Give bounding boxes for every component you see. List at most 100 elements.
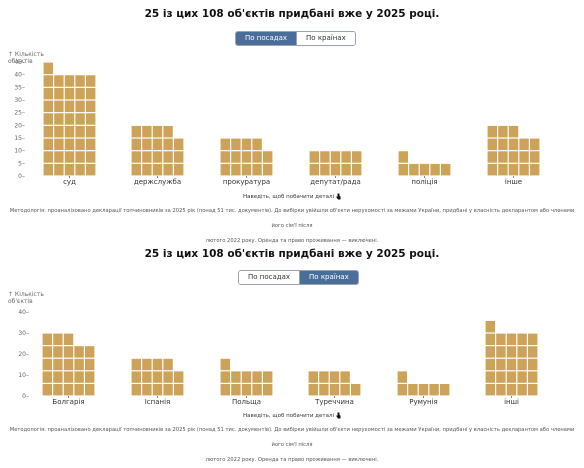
waffle-cell (252, 371, 262, 383)
waffle-cell (64, 163, 75, 176)
waffle-cell (131, 371, 141, 383)
waffle-cell (528, 346, 538, 358)
y-tick-label: 15– (14, 135, 25, 142)
methodology-note: Методологія: проаналізовано декларації т… (9, 208, 575, 244)
waffle-cell (220, 163, 230, 176)
toggle-by-position-button[interactable]: По посадах (236, 32, 297, 45)
category-label: держслужба (134, 178, 181, 186)
waffle-cell (263, 371, 273, 383)
waffle-cell (64, 87, 75, 100)
toggle-by-country-button[interactable]: По країнах (299, 271, 358, 284)
waffle-cell (85, 358, 95, 371)
waffle-cell (496, 371, 506, 383)
waffle-cell (163, 358, 173, 371)
waffle-cell (75, 138, 85, 151)
waffle-cell (142, 371, 152, 383)
hover-hint: Наведіть, щоб побачити деталі (0, 412, 584, 419)
waffle-cell (53, 371, 63, 383)
waffle-cell (63, 384, 74, 396)
waffle-cell (64, 75, 75, 87)
waffle-bar-chart: 0– 5– 10– 15– 20– 25– 30– 35– 40– 45– суд держслужб… (14, 59, 540, 186)
waffle-cell (398, 151, 408, 163)
waffle-cell (329, 384, 340, 396)
waffle-cell (517, 346, 527, 358)
waffle-cell (340, 384, 350, 396)
y-tick-label: 25– (14, 110, 25, 117)
waffle-cell (43, 87, 53, 100)
waffle-cell (86, 151, 96, 163)
waffle-cell (487, 163, 497, 176)
waffle-cell (508, 163, 519, 176)
waffle-cell (241, 138, 252, 151)
y-tick-label: 10– (14, 148, 25, 155)
waffle-cell (142, 151, 152, 163)
waffle-cell (174, 371, 184, 383)
y-axis-label: ↑ Кількість об'єктів (8, 291, 44, 305)
category-label: депутат/рада (310, 178, 361, 186)
waffle-cell (397, 384, 407, 396)
waffle-cell (506, 384, 517, 396)
waffle-cell (85, 384, 95, 396)
category-label: Туреччина (314, 398, 354, 406)
waffle-cell (351, 384, 361, 396)
category-label: прокуратура (223, 178, 270, 186)
waffle-cell (152, 125, 163, 138)
waffle-cell (64, 125, 75, 138)
waffle-cell (340, 371, 350, 383)
waffle-cell (54, 100, 64, 113)
waffle-cell (352, 151, 362, 163)
waffle-cell (241, 151, 252, 163)
waffle-cell (530, 138, 540, 151)
hand-cursor-icon (336, 412, 341, 419)
waffle-cell (64, 151, 75, 163)
y-tick-label: 30– (14, 97, 25, 104)
waffle-cell (231, 384, 241, 396)
waffle-cell (152, 384, 163, 396)
waffle-cell (131, 125, 141, 138)
waffle-cell (63, 358, 74, 371)
waffle-cell (263, 163, 273, 176)
waffle-cell (241, 163, 252, 176)
toggle-by-country-button[interactable]: По країнах (296, 32, 355, 45)
waffle-cell (74, 358, 84, 371)
category-label: Румунія (409, 398, 438, 406)
hand-cursor-icon (336, 193, 341, 200)
waffle-cell (163, 138, 173, 151)
waffle-cell (530, 151, 540, 163)
waffle-cell (86, 100, 96, 113)
waffle-cell (63, 346, 74, 358)
waffle-cell (429, 384, 439, 396)
waffle-cell (231, 371, 241, 383)
waffle-cell (487, 138, 497, 151)
waffle-cell (517, 358, 527, 371)
waffle-cell (528, 358, 538, 371)
waffle-cell (263, 151, 273, 163)
waffle-cell (43, 113, 53, 125)
waffle-cell (63, 333, 74, 345)
waffle-cell (174, 151, 184, 163)
waffle-cell (142, 125, 152, 138)
waffle-cell (498, 138, 508, 151)
waffle-cell (86, 87, 96, 100)
waffle-cell (263, 384, 273, 396)
waffle-cell (485, 321, 495, 333)
waffle-cell (330, 151, 341, 163)
waffle-cell (163, 125, 173, 138)
waffle-cell (487, 125, 497, 138)
y-tick-label: 5– (18, 160, 25, 167)
waffle-cell (506, 346, 517, 358)
waffle-cell (131, 358, 141, 371)
waffle-cell (174, 384, 184, 396)
waffle-cell (498, 163, 508, 176)
waffle-cell (43, 151, 53, 163)
waffle-cell (498, 125, 508, 138)
waffle-cell (252, 151, 262, 163)
waffle-cell (508, 125, 519, 138)
toggle-by-position-button[interactable]: По посадах (239, 271, 300, 284)
waffle-cell (231, 163, 241, 176)
waffle-cell (241, 371, 252, 383)
waffle-cell (85, 371, 95, 383)
waffle-cell (330, 163, 341, 176)
y-tick-label: 40– (18, 309, 29, 316)
waffle-cell (308, 384, 318, 396)
